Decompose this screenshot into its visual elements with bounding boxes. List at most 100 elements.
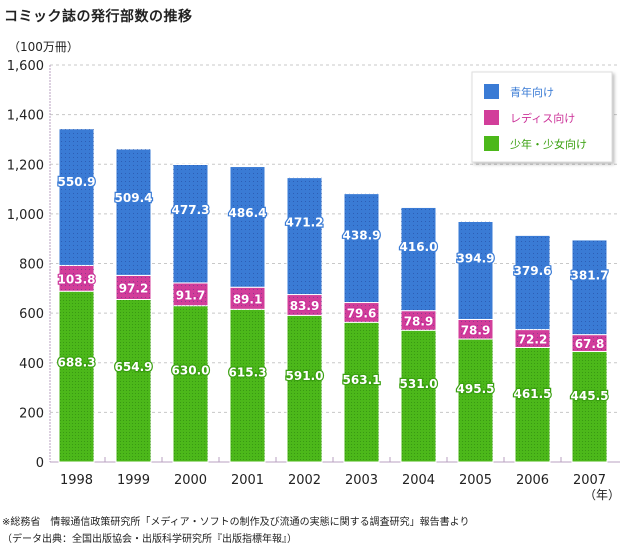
x-tick-label: 2001 <box>231 473 264 488</box>
data-label: 550.9 <box>58 175 96 189</box>
bar-texture <box>173 282 208 306</box>
bar-texture <box>572 239 607 335</box>
data-label: 445.5 <box>571 389 609 403</box>
x-tick-label: 1998 <box>60 473 93 488</box>
bar-group-2000: 630.0 91.7 477.3 <box>170 163 211 463</box>
y-axis-unit-label: （100万冊） <box>8 40 79 54</box>
bar-texture <box>515 329 550 348</box>
data-label: 531.0 <box>400 377 438 391</box>
bar-texture <box>116 275 151 300</box>
x-tick-label: 2007 <box>573 473 606 488</box>
data-label: 591.0 <box>286 369 324 383</box>
bar-texture <box>59 265 94 292</box>
bar-texture <box>572 334 607 352</box>
x-axis-unit-label: （年） <box>584 488 620 502</box>
y-tick-label: 800 <box>19 258 44 273</box>
chart-title: コミック誌の発行部数の推移 <box>4 9 193 25</box>
x-axis-ticks: 1998 1999 2000 2001 2002 2003 2004 2005 2006 2007 <box>60 457 606 488</box>
bar-texture <box>572 351 607 462</box>
data-label: 381.7 <box>571 269 609 283</box>
bar-texture <box>116 299 151 462</box>
bar-group-2002: 591.0 83.9 471.2 <box>284 177 325 463</box>
bar-texture <box>230 166 265 288</box>
legend-label: レディス向け <box>510 111 575 125</box>
data-label: 78.9 <box>404 314 434 328</box>
y-tick-label: 1,600 <box>7 59 44 74</box>
data-label: 495.5 <box>457 382 495 396</box>
bar-texture <box>344 322 379 462</box>
data-label: 654.9 <box>115 360 153 374</box>
data-label: 72.2 <box>518 333 548 347</box>
y-tick-label: 1,200 <box>7 158 44 173</box>
y-tick-label: 0 <box>36 456 44 471</box>
data-label: 461.5 <box>514 387 552 401</box>
x-tick-label: 2003 <box>345 473 378 488</box>
footnote-data-source: （データ出典：全国出版協会・出版科学研究所『出版指標年報』） <box>2 534 297 545</box>
data-label: 78.9 <box>461 323 491 337</box>
bar-group-2006: 461.5 72.2 379.6 <box>512 234 553 463</box>
data-label: 103.8 <box>58 272 96 286</box>
bars: 688.3 103.8 550.9 654.9 97.2 509.4 630.0 91.7 47… <box>56 128 610 463</box>
bar-group-2004: 531.0 78.9 416.0 <box>398 206 439 463</box>
legend-item: レディス向け <box>484 110 575 125</box>
bar-texture <box>401 207 436 311</box>
x-tick-label: 2005 <box>459 473 492 488</box>
bar-group-2001: 615.3 89.1 486.4 <box>227 166 268 463</box>
data-label: 97.2 <box>119 281 149 295</box>
data-label: 416.0 <box>400 240 438 254</box>
x-tick-label: 2004 <box>402 473 435 488</box>
legend-label: 青年向け <box>510 85 554 99</box>
x-tick-label: 2002 <box>288 473 321 488</box>
bar-texture <box>173 305 208 462</box>
legend-swatch <box>484 136 499 151</box>
data-label: 563.1 <box>343 373 381 387</box>
bar-texture <box>401 310 436 331</box>
y-tick-label: 600 <box>19 307 44 322</box>
y-tick-label: 400 <box>19 357 44 372</box>
data-label: 486.4 <box>229 206 267 220</box>
data-label: 79.6 <box>347 306 377 320</box>
bar-group-1999: 654.9 97.2 509.4 <box>113 148 154 463</box>
bar-texture <box>458 339 493 462</box>
bar-group-2005: 495.5 78.9 394.9 <box>455 220 496 463</box>
data-label: 471.2 <box>286 216 324 230</box>
data-label: 83.9 <box>290 299 320 313</box>
bar-group-2007: 445.5 67.8 381.7 <box>569 239 610 463</box>
data-label: 438.9 <box>343 228 381 242</box>
bar-texture <box>287 315 322 462</box>
data-label: 688.3 <box>58 355 96 369</box>
bar-texture <box>230 309 265 462</box>
legend-item: 少年・少女向け <box>484 136 587 151</box>
x-tick-label: 1999 <box>117 473 150 488</box>
footnote-source: ※総務省 情報通信政策研究所「メディア・ソフトの制作及び流通の実態に関する調査研… <box>2 517 470 528</box>
bar-texture <box>230 287 265 310</box>
bar-texture <box>59 291 94 462</box>
y-axis-ticks: 0 200 400 600 800 1,000 1,200 1,400 1,600 <box>7 59 44 471</box>
bar-texture <box>401 330 436 462</box>
legend-item: 青年向け <box>484 84 554 99</box>
bar-texture <box>173 164 208 283</box>
y-tick-label: 200 <box>19 406 44 421</box>
legend-swatch <box>484 84 499 99</box>
y-tick-label: 1,400 <box>7 109 44 124</box>
bar-texture <box>287 177 322 295</box>
bar-texture <box>344 302 379 323</box>
bar-texture <box>458 221 493 320</box>
data-label: 509.4 <box>115 191 153 205</box>
data-label: 630.0 <box>172 363 210 377</box>
bar-texture <box>515 347 550 462</box>
bar-texture <box>515 235 550 330</box>
bar-texture <box>287 294 322 316</box>
x-tick-label: 2000 <box>174 473 207 488</box>
data-label: 67.8 <box>575 337 605 351</box>
data-label: 91.7 <box>176 288 206 302</box>
data-label: 394.9 <box>457 252 495 266</box>
data-label: 89.1 <box>233 292 263 306</box>
bar-texture <box>344 193 379 303</box>
x-tick-label: 2006 <box>516 473 549 488</box>
data-label: 477.3 <box>172 203 210 217</box>
bar-texture <box>116 148 151 276</box>
legend-swatch <box>484 110 499 125</box>
